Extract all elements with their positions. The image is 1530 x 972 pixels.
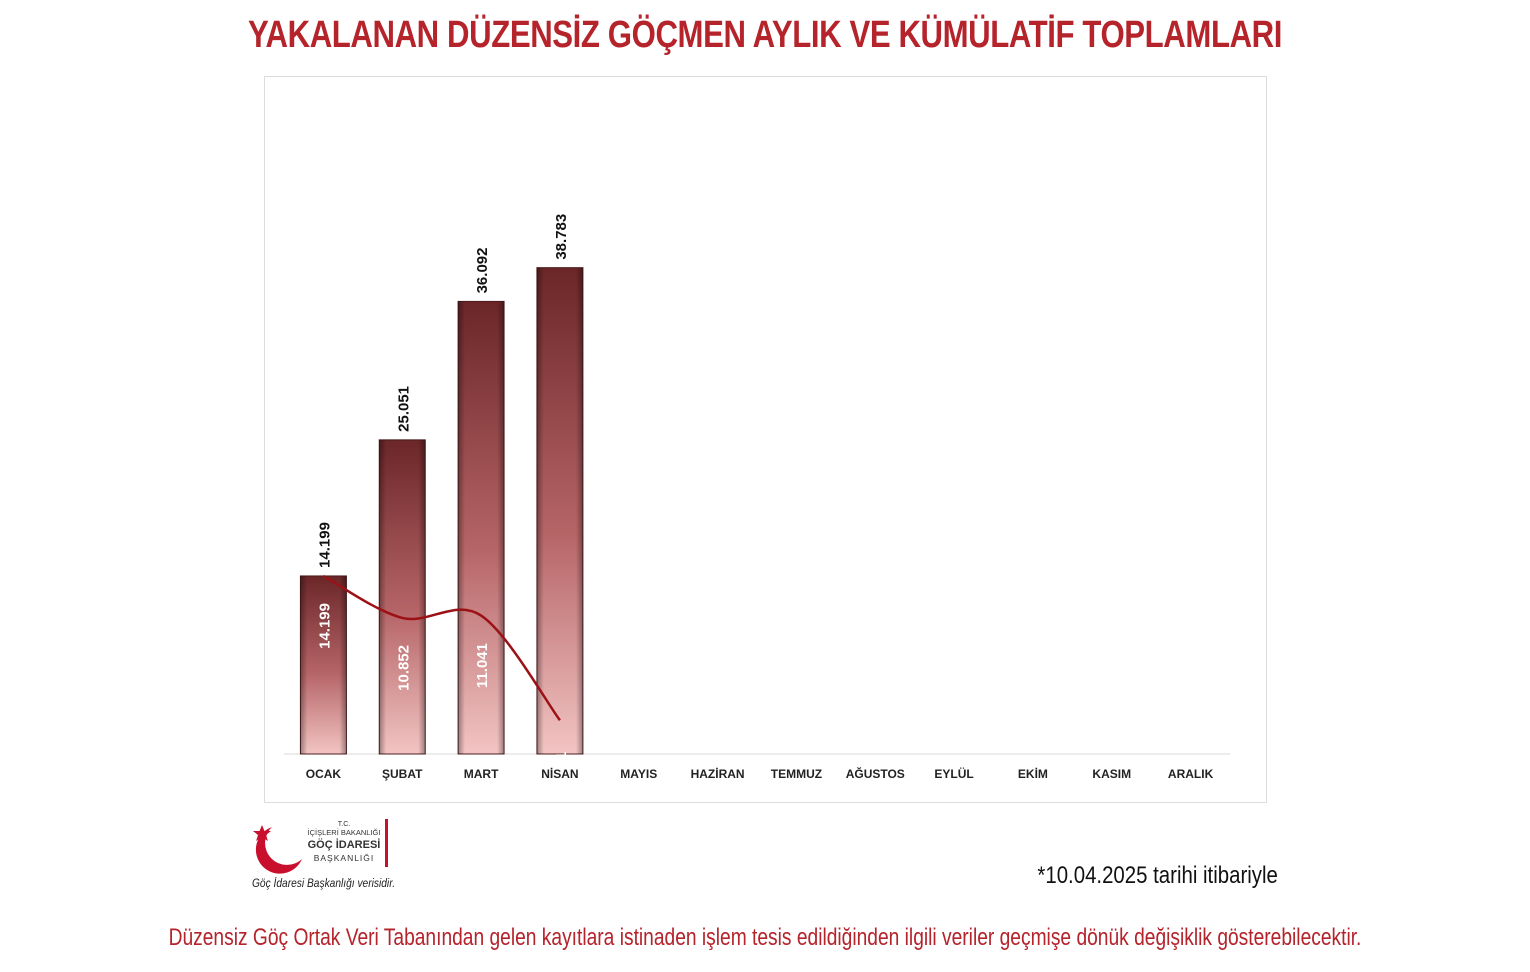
line-label-mart: 11.041 [474, 643, 491, 688]
logo-line1: T.C. [338, 821, 351, 828]
star-icon [253, 825, 271, 841]
bar-shade-ocak [300, 575, 347, 754]
bar-shade-şubat [379, 439, 426, 754]
crescent-icon [255, 827, 302, 874]
line-label-şubat: 10.852 [395, 645, 412, 691]
chart-area: 14.199 25.051 36.092 38.783 14.199 10.852 11.0… [284, 214, 1230, 789]
logo-line4: BAŞKANLIĞI [314, 853, 375, 863]
x-tick-ni̇san: NİSAN [541, 766, 578, 781]
disclaimer: Düzensiz Göç Ortak Veri Tabanından gelen… [168, 924, 1362, 951]
logo-line2: İÇİŞLERİ BAKANLIĞI [308, 828, 381, 837]
x-tick-eylül: EYLÜL [934, 766, 973, 781]
monthly-line [322, 574, 561, 722]
line-label-ni̇san: 2.691 [553, 751, 570, 789]
logo-line3: GÖÇ İDARESİ [308, 838, 381, 851]
goc-idaresi-logo: T.C. İÇİŞLERİ BAKANLIĞI GÖÇ İDARESİ BAŞK… [253, 819, 388, 874]
date-note: *10.04.2025 tarihi itibariyle [1037, 862, 1278, 889]
x-tick-mart: MART [464, 767, 499, 781]
bar-label-ocak: 14.199 [316, 522, 333, 568]
x-tick-mayis: MAYIS [620, 767, 657, 781]
chart-title: YAKALANAN DÜZENSİZ GÖÇMEN AYLIK VE KÜMÜL… [247, 14, 1283, 56]
line-label-ocak: 14.199 [316, 603, 333, 649]
x-tick-eki̇m: EKİM [1018, 766, 1048, 781]
bar-label-ni̇san: 38.783 [553, 214, 570, 260]
chart-frame [264, 76, 1267, 803]
bar-label-mart: 36.092 [474, 248, 491, 294]
x-tick-aralik: ARALIK [1168, 767, 1214, 781]
bar-shade-mart [458, 301, 505, 754]
source-note: Göç İdaresi Başkanlığı verisidir. [252, 876, 396, 890]
x-tick-kasim: KASIM [1092, 767, 1131, 781]
x-tick-şubat: ŞUBAT [382, 767, 423, 781]
x-tick-ağustos: AĞUSTOS [846, 766, 905, 781]
x-tick-hazi̇ran: HAZİRAN [691, 766, 745, 781]
bar-shade-ni̇san [536, 267, 583, 754]
bar-label-şubat: 25.051 [395, 386, 412, 432]
x-tick-temmuz: TEMMUZ [771, 767, 822, 781]
x-tick-ocak: OCAK [306, 767, 342, 781]
